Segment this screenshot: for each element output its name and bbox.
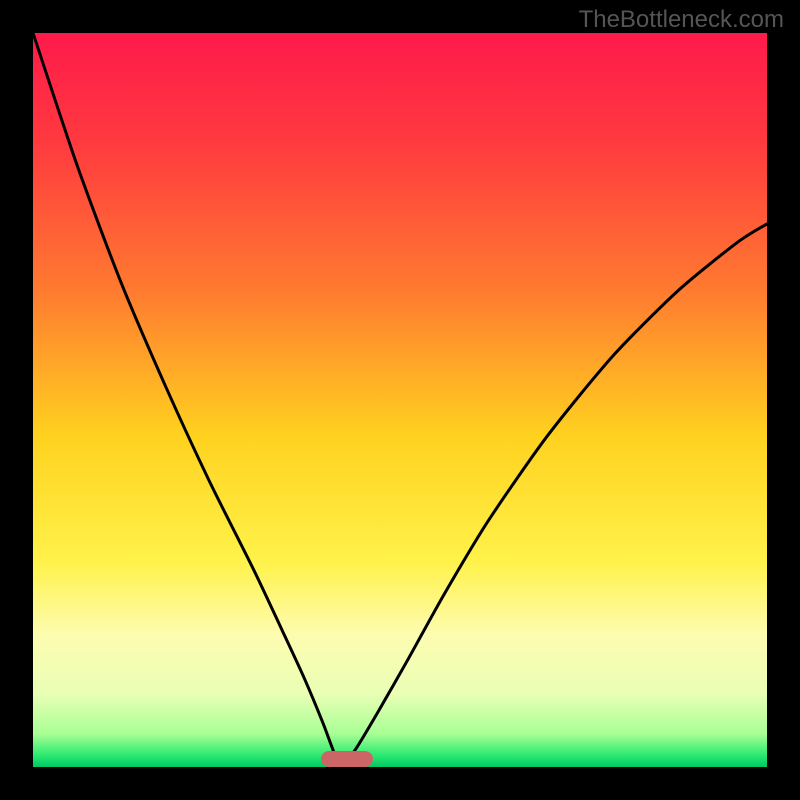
gradient-plot-area (33, 33, 767, 767)
watermark-text: TheBottleneck.com (579, 6, 784, 34)
v-curve (33, 33, 767, 767)
chart-stage: TheBottleneck.com (0, 0, 800, 800)
optimum-marker (321, 751, 373, 767)
